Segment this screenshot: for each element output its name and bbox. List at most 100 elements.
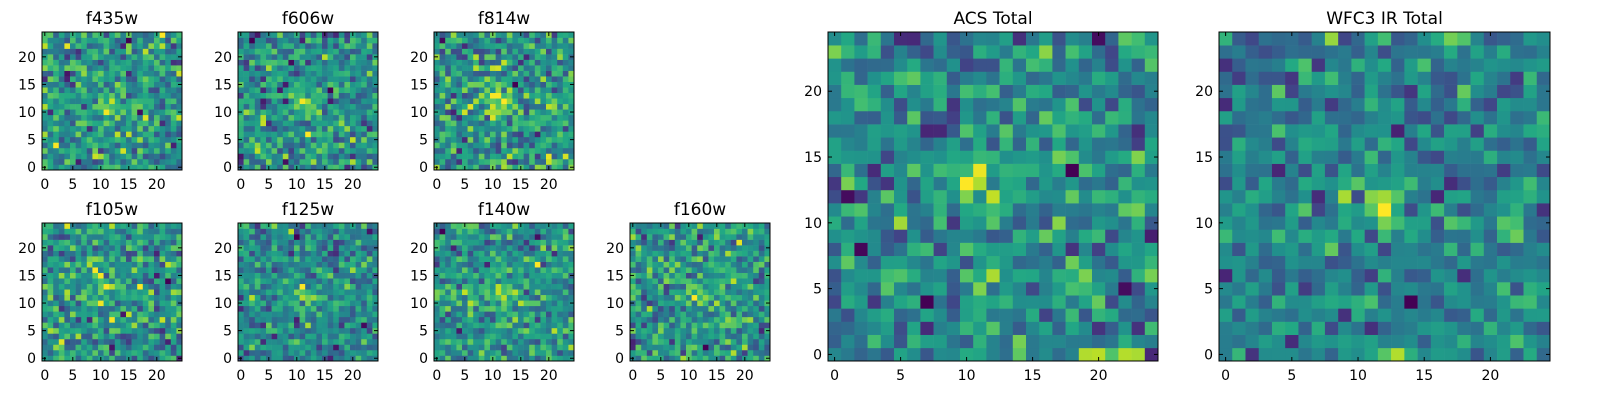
heatmap-cell	[686, 256, 692, 262]
heatmap-cell	[159, 333, 166, 340]
heatmap-cell	[92, 223, 99, 229]
heatmap-cell	[473, 48, 480, 55]
heatmap-cell	[495, 142, 502, 149]
heatmap-cell	[254, 316, 261, 323]
heatmap-cell	[338, 136, 345, 143]
heatmap-cell	[562, 142, 569, 149]
heatmap-cell	[81, 316, 88, 323]
heatmap-cell	[176, 278, 183, 285]
panel-title: f125w	[282, 200, 334, 220]
heatmap-cell	[1131, 176, 1146, 191]
heatmap-cell	[114, 294, 121, 301]
heatmap-cell	[114, 92, 121, 99]
heatmap-cell	[305, 261, 312, 268]
heatmap-cell	[674, 344, 681, 351]
heatmap-cell	[327, 272, 334, 279]
heatmap-cell	[316, 81, 323, 88]
heatmap-cell	[260, 164, 267, 171]
heatmap-cell	[299, 234, 306, 240]
heatmap-cell	[271, 164, 278, 171]
heatmap-cell	[894, 268, 908, 283]
heatmap-cell	[238, 305, 244, 312]
heatmap-cell	[742, 294, 748, 301]
heatmap-cell	[518, 267, 524, 273]
heatmap-cell	[529, 76, 536, 82]
heatmap-cell	[702, 256, 709, 262]
heatmap-cell	[350, 43, 356, 49]
heatmap-cell	[53, 228, 60, 235]
heatmap-cell	[557, 338, 564, 345]
heatmap-cell	[131, 136, 138, 143]
heatmap-cell	[126, 98, 132, 105]
heatmap-cell	[333, 87, 340, 94]
heatmap-cell	[131, 76, 138, 82]
heatmap-cell	[635, 333, 642, 340]
heatmap-cell	[350, 54, 356, 60]
heatmap-cell	[495, 153, 502, 160]
heatmap-cell	[355, 344, 362, 351]
heatmap-cell	[288, 234, 295, 240]
heatmap-cell	[880, 347, 895, 362]
heatmap-cell	[450, 278, 457, 285]
heatmap-cell	[165, 256, 172, 262]
heatmap-cell	[238, 70, 244, 77]
heatmap-cell	[546, 153, 552, 160]
heatmap-cell	[495, 333, 502, 340]
heatmap-cell	[646, 305, 653, 312]
heatmap-cell	[534, 153, 541, 160]
heatmap-cell	[473, 65, 480, 71]
heatmap-cell	[730, 311, 737, 318]
heatmap-cell	[355, 32, 362, 38]
heatmap-cell	[663, 267, 670, 273]
heatmap-cell	[551, 223, 558, 229]
heatmap-cell	[894, 163, 908, 178]
heatmap-cell	[176, 316, 183, 323]
heatmap-cell	[355, 272, 362, 279]
heatmap-cell	[98, 294, 104, 301]
heatmap-cell	[736, 272, 743, 279]
heatmap-cell	[305, 32, 312, 38]
heatmap-cell	[529, 344, 536, 351]
heatmap-cell	[725, 239, 732, 246]
heatmap-cell	[506, 32, 513, 38]
heatmap-cell	[1144, 189, 1159, 204]
heatmap-cell	[249, 65, 256, 71]
heatmap-cell	[495, 267, 502, 273]
heatmap-cell	[1118, 216, 1132, 230]
heatmap-cell	[894, 334, 908, 349]
heatmap-cell	[933, 203, 948, 217]
heatmap-cell	[999, 308, 1014, 322]
heatmap-cell	[361, 261, 368, 268]
heatmap-cell	[154, 272, 160, 279]
heatmap-cell	[120, 54, 127, 60]
heatmap-cell	[478, 32, 485, 38]
heatmap-cell	[907, 150, 921, 164]
heatmap-cell	[350, 316, 356, 323]
heatmap-cell	[64, 223, 71, 229]
heatmap-cell	[478, 142, 485, 149]
heatmap-cell	[495, 349, 502, 356]
heatmap-cell	[445, 322, 452, 329]
heatmap-cell	[445, 228, 452, 235]
heatmap-cell	[372, 131, 379, 138]
heatmap-cell	[439, 333, 446, 340]
heatmap-cell	[243, 103, 250, 110]
heatmap-cell	[467, 294, 474, 301]
heatmap-cell	[691, 239, 698, 246]
heatmap-cell	[742, 338, 748, 345]
heatmap-cell	[540, 228, 547, 235]
heatmap-cell	[562, 153, 569, 160]
heatmap-cell	[288, 322, 295, 329]
heatmap-cell	[473, 158, 480, 165]
heatmap-cell	[674, 272, 681, 279]
heatmap-cell	[456, 239, 463, 246]
heatmap-cell	[137, 70, 144, 77]
heatmap-cell	[282, 48, 289, 55]
heatmap-cell	[686, 344, 692, 351]
heatmap-cell	[70, 76, 76, 82]
heatmap-cell	[529, 245, 536, 251]
heatmap-cell	[551, 136, 558, 143]
heatmap-cell	[1012, 242, 1027, 257]
heatmap-cell	[478, 136, 485, 143]
heatmap-cell	[658, 333, 664, 340]
